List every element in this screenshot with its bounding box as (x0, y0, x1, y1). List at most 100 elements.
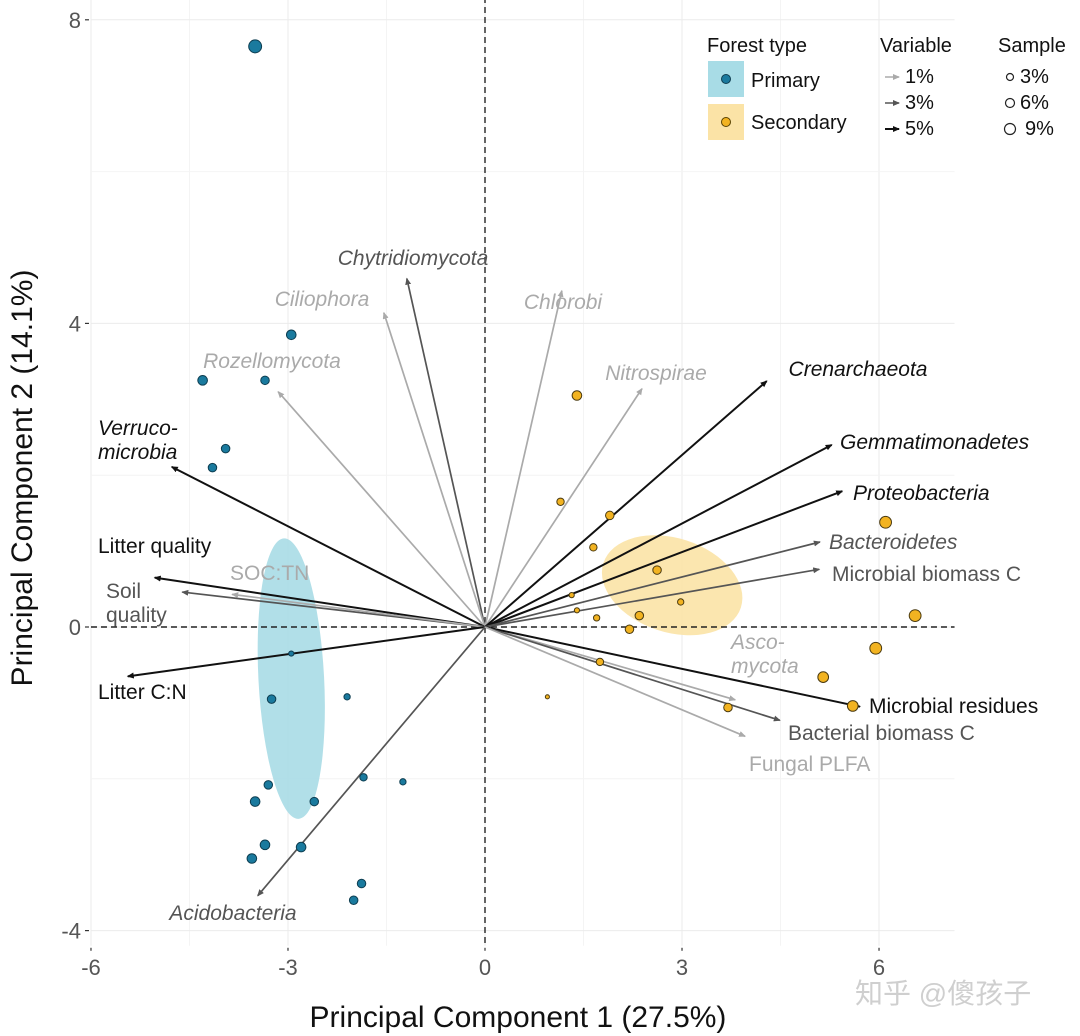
arrow-microbialresidues (484, 626, 861, 709)
arrow-littercn (126, 626, 486, 679)
point-primary (249, 796, 261, 807)
arrow-acidobacteria (257, 626, 486, 897)
variable-label-line: microbia (98, 441, 177, 464)
variable-label: Bacteroidetes (829, 531, 958, 554)
legend: Forest type Primary Secondary Variable 1… (707, 35, 1066, 140)
point-secondary (592, 614, 601, 622)
point-secondary (544, 694, 550, 700)
variable-label-line: mycota (731, 655, 799, 678)
legend-sample-3pct (1005, 72, 1015, 82)
variable-label: Soil quality (106, 580, 167, 627)
point-primary (295, 841, 307, 853)
legend-label-variable-5pct: 5% (905, 118, 934, 140)
variable-label-line: Ciliophora (275, 288, 370, 311)
variable-label-line: Verruco- (98, 417, 178, 440)
variable-label: SOC:TN (230, 562, 309, 585)
point-secondary (869, 641, 883, 655)
arrow-ascomycota (484, 626, 737, 702)
point-secondary (846, 700, 859, 712)
point-secondary (624, 624, 635, 635)
reference-lines (90, 0, 955, 946)
variable-label-line: Litter quality (98, 535, 212, 558)
variable-label-line: Nitrospirae (605, 362, 707, 385)
arrow-verrucomicrobia (170, 465, 486, 628)
variable-label-line: Asco- (729, 631, 785, 654)
x-tick-label: 3 (676, 955, 688, 980)
ellipse-secondary (601, 535, 743, 636)
variable-label: Crenarchaeota (789, 358, 928, 381)
variable-label-line: Microbial biomass C (832, 563, 1021, 586)
variable-label-line: Acidobacteria (167, 902, 296, 925)
variable-label: Fungal PLFA (749, 753, 870, 776)
variable-label: Rozellomycota (203, 350, 341, 373)
point-primary (309, 796, 320, 807)
point-primary (343, 693, 351, 701)
arrow-gemmatimonadetes (484, 443, 833, 628)
variable-label-line: Bacteroidetes (829, 531, 958, 554)
point-primary (399, 778, 407, 786)
arrow-fungalplfa (484, 626, 746, 738)
point-primary (220, 443, 231, 454)
point-primary (348, 895, 359, 905)
variable-label-line: Proteobacteria (853, 482, 990, 505)
variable-arrows (126, 277, 861, 897)
point-primary (197, 375, 208, 386)
arrow-litterquality (153, 575, 486, 628)
point-primary (285, 329, 297, 341)
variable-label-line: SOC:TN (230, 562, 309, 585)
point-secondary (589, 543, 598, 552)
sample-points (197, 39, 922, 905)
watermark: 知乎 @傻孩子 (855, 978, 1031, 1009)
variable-label-line: Rozellomycota (203, 350, 341, 373)
variable-label-line: Chytridiomycota (338, 247, 489, 270)
point-primary (356, 878, 367, 889)
variable-label: Gemmatimonadetes (840, 431, 1030, 454)
variable-label: Litter quality (98, 535, 212, 558)
legend-title-forest-type: Forest type (707, 35, 807, 57)
variable-label: Bacterial biomass C (788, 722, 975, 745)
arrow-proteobacteria (484, 490, 844, 628)
axis-ticks: -6 -3 0 3 6 -4 0 4 8 (61, 8, 885, 980)
legend-title-sample: Sample (998, 35, 1066, 57)
point-secondary (556, 497, 565, 506)
legend-label-variable-3pct: 3% (905, 92, 934, 114)
point-secondary (817, 671, 830, 683)
y-tick-label: 8 (69, 8, 81, 33)
point-primary (263, 780, 274, 790)
point-secondary (595, 657, 605, 667)
variable-label: Microbial residues (869, 695, 1038, 718)
confidence-ellipses (257, 535, 743, 819)
variable-label: Nitrospirae (605, 362, 707, 385)
variable-label: Litter C:N (98, 681, 187, 704)
legend-point-primary (721, 74, 731, 84)
variable-label: Proteobacteria (853, 482, 990, 505)
x-axis-title: Principal Component 1 (27.5%) (310, 1001, 727, 1034)
point-primary (266, 694, 277, 704)
ellipse-primary (257, 538, 325, 819)
legend-sample-6pct (1004, 97, 1016, 109)
arrow-ciliophora (382, 311, 486, 628)
point-secondary (573, 607, 581, 614)
legend-label-sample-3pct: 3% (1020, 66, 1049, 88)
y-tick-label: -4 (61, 919, 81, 944)
point-primary (259, 839, 271, 851)
legend-point-secondary (721, 117, 731, 127)
point-secondary (652, 565, 662, 575)
arrow-rozellomycota (277, 390, 486, 628)
legend-sample-9pct (1003, 122, 1017, 136)
y-tick-label: 0 (69, 615, 81, 640)
variable-label-line: Chlorobi (524, 291, 604, 314)
arrow-nitrospirae (484, 387, 643, 628)
variable-label: Microbial biomass C (832, 563, 1021, 586)
arrow-chlorobi (484, 289, 564, 628)
point-secondary (677, 598, 685, 606)
x-tick-label: 6 (873, 955, 885, 980)
point-secondary (605, 510, 615, 521)
variable-labels: Chytridiomycota Ciliophora Rozellomycota Ve… (98, 247, 1038, 925)
variable-label-line: Soil (106, 580, 141, 603)
point-secondary (634, 610, 645, 621)
y-tick-label: 4 (69, 311, 81, 336)
variable-label: Asco-mycota (729, 631, 799, 678)
point-primary (248, 39, 263, 54)
